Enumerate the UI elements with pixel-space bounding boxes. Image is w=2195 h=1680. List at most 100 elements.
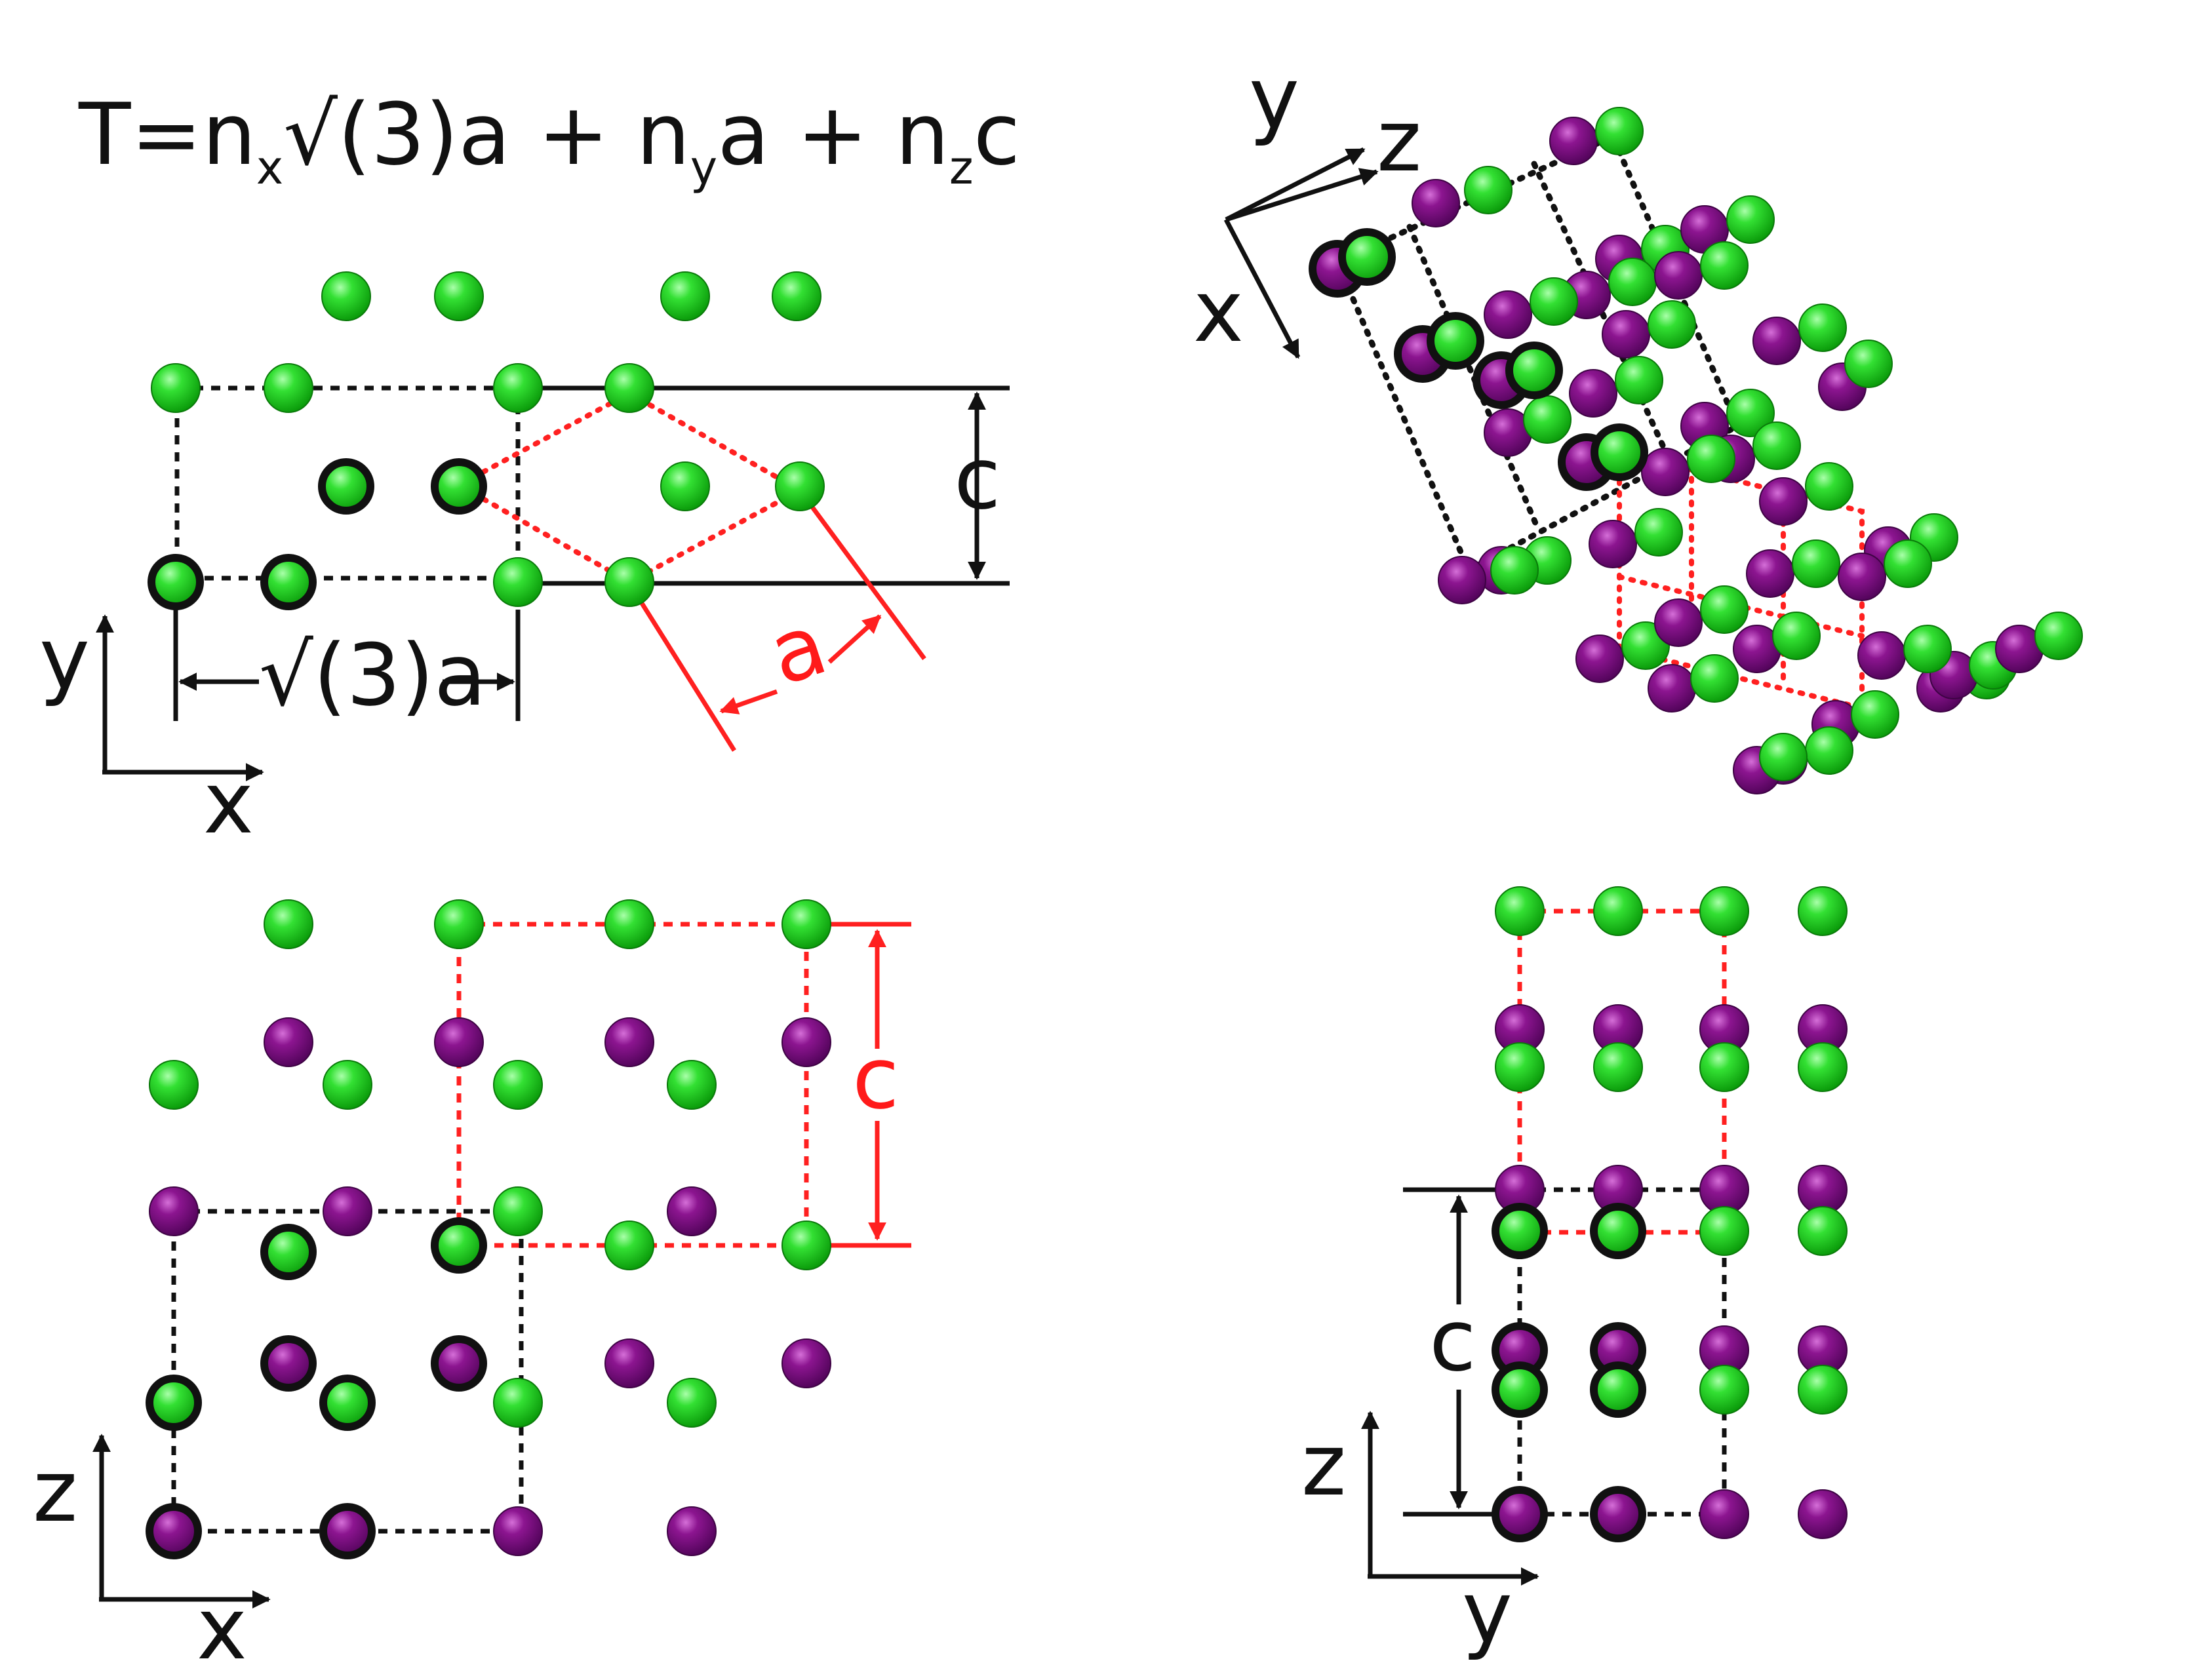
green-atom [1699, 1365, 1749, 1415]
green-atom [1648, 300, 1696, 349]
green-atom [1699, 1206, 1749, 1256]
translation-formula: T=nx√(3)a + nya + nzc [78, 85, 1020, 195]
green-atom-highlighted [319, 1375, 376, 1431]
purple-atom [1641, 448, 1690, 496]
green-atom-highlighted [1338, 228, 1396, 286]
green-atom [1593, 886, 1643, 936]
purple-atom [149, 1186, 199, 1236]
purple-atom [1484, 290, 1532, 339]
purple-atom [604, 1338, 654, 1388]
green-atom-highlighted [431, 458, 487, 515]
green-atom [1634, 508, 1683, 557]
green-atom [1490, 546, 1539, 595]
green-atom-highlighted [1492, 1203, 1548, 1259]
green-atom [493, 1378, 543, 1428]
purple-atom [434, 1017, 484, 1067]
purple-atom [1438, 556, 1486, 604]
green-atom [604, 363, 654, 413]
purple-atom [1575, 635, 1624, 683]
green-atom [1699, 886, 1749, 936]
green-atom [775, 461, 825, 511]
purple-atom [1654, 598, 1703, 647]
green-atom-highlighted [318, 458, 374, 515]
green-atom [604, 899, 654, 949]
purple-atom [604, 1017, 654, 1067]
green-atom [1844, 340, 1893, 388]
purple-atom [1838, 553, 1886, 601]
green-atom [264, 363, 313, 413]
green-atom [323, 1060, 372, 1110]
green-atom [1798, 1042, 1848, 1092]
purple-atom-highlighted [260, 1335, 317, 1392]
green-atom-highlighted [1590, 1203, 1646, 1259]
purple-atom [1549, 117, 1598, 165]
green-atom [2034, 612, 2083, 660]
green-atom [1593, 1042, 1643, 1092]
purple-atom [1857, 631, 1906, 680]
purple-atom [1654, 251, 1703, 300]
green-atom [1495, 886, 1545, 936]
green-atom [434, 271, 484, 321]
green-atom [1805, 462, 1853, 511]
green-atom [149, 1060, 199, 1110]
purple-atom [1699, 1489, 1749, 1539]
green-atom [1530, 277, 1578, 326]
green-atom [1690, 654, 1739, 703]
green-atom-highlighted [1505, 342, 1563, 399]
green-atom [321, 271, 371, 321]
xy-axis-x-label: x [203, 753, 254, 853]
xy-sqrt3a-label: √(3)a [259, 625, 486, 725]
3d-axis-x-label: x [1193, 262, 1244, 361]
purple-atom [323, 1186, 372, 1236]
green-atom [151, 363, 201, 413]
green-atom [1798, 303, 1847, 352]
purple-atom [493, 1506, 543, 1556]
green-atom [1772, 612, 1821, 660]
green-atom [781, 1221, 831, 1270]
purple-atom [1798, 1489, 1848, 1539]
purple-atom [264, 1017, 313, 1067]
purple-atom [781, 1017, 831, 1067]
green-atom [493, 1060, 543, 1110]
panel-yz-lines [1361, 908, 1727, 1586]
green-atom [1495, 1042, 1545, 1092]
green-atom-highlighted [1427, 312, 1484, 370]
green-atom [1687, 435, 1735, 483]
purple-atom [1759, 477, 1808, 526]
green-atom [1798, 1365, 1848, 1415]
purple-atom [1412, 179, 1460, 227]
green-atom [1759, 733, 1808, 781]
green-atom [1903, 625, 1952, 673]
xy-axis-y-label: y [39, 609, 90, 709]
green-atom-highlighted [1492, 1361, 1548, 1418]
yz-axis-z-label: z [1301, 1415, 1346, 1515]
green-atom [1726, 195, 1775, 244]
green-atom-highlighted [260, 554, 317, 610]
green-atom [604, 1221, 654, 1270]
green-atom [1798, 1206, 1848, 1256]
green-atom [493, 363, 543, 413]
green-atom [1464, 166, 1513, 214]
green-atom-highlighted [431, 1217, 487, 1274]
atoms [146, 107, 2083, 1559]
green-atom [1884, 539, 1932, 588]
purple-atom-highlighted [146, 1503, 202, 1559]
purple-atom-highlighted [319, 1503, 376, 1559]
purple-atom [667, 1186, 717, 1236]
green-atom-highlighted [148, 554, 204, 610]
purple-atom [667, 1506, 717, 1556]
green-atom [493, 1186, 543, 1236]
green-atom [264, 899, 313, 949]
yz-axis-y-label: y [1462, 1563, 1513, 1662]
xy-a-label: a [757, 594, 838, 705]
panel-xy-lines [96, 385, 1010, 781]
xy-c-label: c [954, 429, 1000, 528]
green-atom [781, 899, 831, 949]
purple-atom [1569, 369, 1617, 418]
purple-atom-highlighted [431, 1335, 487, 1392]
green-atom [772, 271, 821, 321]
3d-axis-y-label: y [1249, 49, 1299, 148]
green-atom [1700, 585, 1749, 634]
green-atom-highlighted [146, 1375, 202, 1431]
